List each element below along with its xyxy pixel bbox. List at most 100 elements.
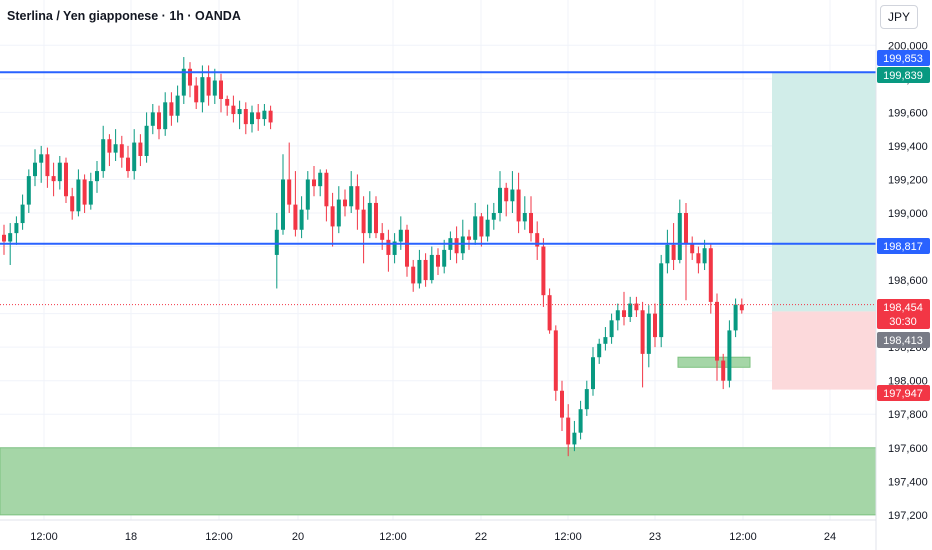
zone-demand: [0, 447, 877, 516]
candle-body: [721, 360, 726, 381]
candle-body: [361, 209, 366, 234]
x-tick-label: 12:00: [30, 531, 58, 543]
candle-body: [82, 179, 87, 205]
x-tick-label: 23: [649, 531, 661, 543]
candle-body: [2, 234, 6, 242]
candle-body: [473, 216, 478, 240]
candle-body: [281, 179, 285, 230]
candle-body: [560, 390, 564, 418]
y-tick-label: 199,000: [888, 208, 928, 220]
candle-body: [529, 213, 533, 234]
candle-body: [665, 244, 670, 264]
currency-button[interactable]: JPY: [880, 5, 918, 29]
y-tick-label: 199,400: [888, 141, 928, 153]
zones: [0, 72, 877, 516]
zone-target: [772, 72, 876, 312]
candle-body: [194, 85, 199, 103]
candle-body: [138, 142, 143, 156]
candle-body: [653, 313, 657, 338]
time-axis[interactable]: 12:00 18 12:00 20 12:00 22 12:00 23 12:00 24: [0, 519, 876, 543]
candle-body: [442, 249, 447, 267]
candle-body: [603, 337, 608, 344]
y-tick-label: 198,000: [888, 376, 928, 388]
candle-body: [318, 172, 323, 187]
candle-body: [553, 330, 558, 391]
candle-body: [293, 204, 298, 230]
price-label-text: 199,839: [883, 70, 923, 82]
candle-body: [380, 233, 385, 240]
candle-body: [367, 202, 372, 234]
x-tick-label: 12:00: [379, 531, 407, 543]
candle-body: [14, 223, 19, 234]
candle-body: [119, 144, 124, 158]
candle-body: [646, 313, 651, 354]
candle-body: [417, 259, 422, 284]
candle-body: [268, 110, 273, 123]
y-tick-label: 198,600: [888, 275, 928, 287]
candle-body: [250, 112, 254, 125]
y-tick-label: 197,200: [888, 510, 928, 522]
candle-body: [169, 102, 174, 116]
candle-body: [454, 238, 459, 254]
candle-body: [504, 187, 509, 202]
candle-body: [541, 246, 546, 296]
candle-body: [708, 248, 713, 302]
candle-body: [51, 176, 56, 182]
candle-body: [8, 233, 13, 242]
candle-body: [144, 125, 149, 156]
countdown-text: 30:30: [889, 316, 917, 328]
candle-body: [343, 199, 347, 207]
candle-body: [57, 162, 62, 182]
y-tick-label: 197,400: [888, 476, 928, 488]
candles: [2, 57, 744, 457]
price-label-blue: [877, 50, 930, 66]
y-tick-label: 197,800: [888, 409, 928, 421]
candle-body: [597, 343, 602, 358]
x-tick-label: 12:00: [554, 531, 582, 543]
candle-body: [584, 389, 589, 410]
x-tick-label: 18: [125, 531, 137, 543]
candle-body: [150, 112, 155, 126]
price-label-blue: [877, 238, 930, 254]
candle-body: [262, 110, 267, 120]
candle-body: [467, 236, 471, 240]
candle-body: [64, 162, 68, 197]
price-label-gray: [877, 332, 930, 348]
candle-body: [429, 254, 434, 281]
x-tick-label: 22: [475, 531, 487, 543]
zone-stop: [772, 311, 876, 390]
candle-body: [622, 310, 626, 317]
candle-body: [572, 432, 577, 445]
candle-body: [398, 229, 403, 242]
price-label-text: 198,413: [883, 335, 923, 347]
candle-body: [76, 179, 81, 212]
candle-body: [45, 154, 50, 177]
candle-body: [516, 189, 521, 222]
candle-body: [591, 357, 595, 390]
candle-body: [522, 213, 527, 222]
symbol-title: Sterlina / Yen giapponese · 1h · OANDA: [7, 9, 241, 23]
candle-body: [405, 229, 409, 267]
y-tick-label: 200,000: [888, 40, 928, 52]
zone-small-demand: [677, 356, 751, 368]
candle-body: [88, 181, 93, 205]
candle-body: [578, 409, 583, 433]
x-tick-label: 12:00: [729, 531, 757, 543]
candle-body: [33, 162, 37, 177]
candle-body: [336, 199, 341, 227]
candle-body: [460, 236, 465, 254]
price-label-green: [877, 67, 930, 83]
candle-body: [485, 219, 490, 237]
candle-body: [212, 80, 217, 96]
candle-body: [411, 266, 416, 284]
candle-body: [696, 253, 701, 264]
price-label-text: 199,853: [883, 53, 923, 65]
candle-body: [479, 216, 484, 237]
candle-body: [200, 77, 205, 103]
candle-body: [175, 95, 180, 116]
price-label-text: 198,454: [883, 302, 923, 314]
candle-body: [727, 330, 732, 381]
candle-body: [684, 213, 688, 244]
candle-body: [330, 206, 335, 227]
